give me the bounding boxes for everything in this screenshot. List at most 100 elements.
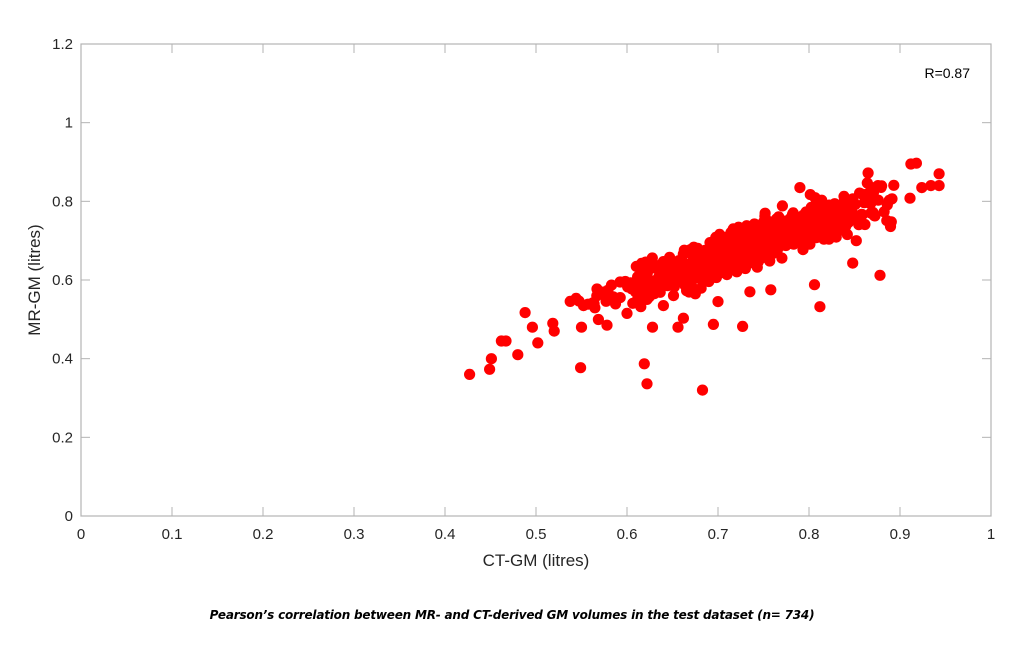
data-point bbox=[582, 298, 594, 310]
x-tick-label: 0 bbox=[77, 526, 85, 543]
x-tick-label: 0.7 bbox=[708, 526, 729, 543]
x-tick-label: 0.9 bbox=[890, 526, 911, 543]
data-point bbox=[605, 279, 618, 291]
data-point bbox=[689, 288, 701, 300]
data-point bbox=[712, 296, 724, 308]
data-point bbox=[640, 256, 652, 268]
data-point bbox=[792, 211, 804, 224]
data-point bbox=[677, 312, 690, 324]
data-point bbox=[925, 180, 937, 192]
data-point bbox=[526, 321, 539, 333]
data-point bbox=[614, 276, 626, 288]
data-point bbox=[794, 182, 806, 194]
data-point bbox=[532, 337, 544, 349]
data-point bbox=[769, 244, 781, 256]
data-point bbox=[854, 187, 866, 199]
data-point bbox=[648, 288, 661, 300]
data-point bbox=[859, 218, 871, 231]
data-point bbox=[838, 190, 850, 202]
figure-caption: Pearson’s correlation between MR- and CT… bbox=[209, 608, 815, 622]
data-point bbox=[843, 205, 855, 217]
data-point bbox=[519, 307, 531, 319]
data-point bbox=[872, 194, 884, 206]
x-tick-label: 0.1 bbox=[162, 526, 183, 543]
data-point bbox=[841, 228, 853, 241]
data-point bbox=[770, 216, 782, 228]
data-point bbox=[614, 292, 626, 304]
data-point bbox=[793, 235, 805, 247]
data-point bbox=[861, 177, 873, 189]
data-point bbox=[656, 267, 668, 279]
data-point bbox=[696, 384, 709, 396]
data-point bbox=[621, 307, 633, 319]
x-tick-label: 0.6 bbox=[617, 526, 638, 543]
data-point bbox=[881, 215, 893, 227]
data-point bbox=[779, 238, 791, 250]
x-tick-label: 0.8 bbox=[799, 526, 820, 543]
data-point bbox=[638, 358, 650, 370]
x-axis-title: CT-GM (litres) bbox=[483, 551, 590, 570]
data-point bbox=[858, 197, 870, 209]
data-point bbox=[599, 289, 612, 301]
data-point bbox=[825, 210, 838, 222]
data-point bbox=[778, 224, 790, 236]
data-point bbox=[641, 378, 653, 390]
data-point bbox=[708, 270, 720, 282]
x-tick-label: 1 bbox=[987, 526, 995, 543]
data-point bbox=[804, 228, 816, 240]
data-point bbox=[667, 290, 680, 302]
data-point bbox=[776, 200, 789, 212]
data-point bbox=[847, 257, 859, 269]
data-point bbox=[630, 260, 642, 272]
data-point bbox=[575, 362, 587, 374]
data-point bbox=[814, 218, 826, 230]
y-tick-label: 1 bbox=[65, 115, 73, 132]
data-point bbox=[548, 325, 560, 337]
data-point bbox=[814, 301, 826, 313]
data-point bbox=[933, 180, 945, 192]
data-point bbox=[874, 269, 886, 281]
data-point bbox=[726, 241, 738, 253]
x-tick-label: 0.5 bbox=[526, 526, 547, 543]
data-point bbox=[888, 179, 900, 191]
data-point bbox=[673, 274, 685, 286]
data-point bbox=[704, 252, 716, 264]
y-tick-label: 0.2 bbox=[52, 429, 73, 446]
data-point bbox=[575, 321, 588, 333]
data-point bbox=[862, 167, 874, 179]
data-point bbox=[856, 209, 869, 221]
data-point bbox=[809, 192, 821, 204]
data-point bbox=[834, 211, 846, 223]
data-point bbox=[881, 199, 893, 211]
data-point bbox=[664, 251, 676, 263]
data-point bbox=[684, 244, 697, 256]
data-point bbox=[744, 286, 756, 298]
data-point bbox=[626, 281, 638, 293]
data-point bbox=[727, 223, 739, 235]
data-point bbox=[850, 235, 862, 247]
data-point bbox=[601, 319, 613, 331]
data-point bbox=[759, 236, 772, 248]
y-axis-title: MR-GM (litres) bbox=[25, 224, 44, 335]
data-point bbox=[933, 168, 945, 180]
data-point bbox=[721, 269, 733, 281]
data-point bbox=[635, 301, 647, 313]
x-tick-label: 0.2 bbox=[253, 526, 274, 543]
data-point bbox=[737, 232, 749, 244]
data-point bbox=[464, 368, 476, 380]
data-point bbox=[691, 265, 704, 277]
data-point bbox=[570, 292, 582, 304]
data-point bbox=[694, 248, 706, 260]
data-point bbox=[808, 279, 821, 291]
data-point bbox=[916, 182, 928, 194]
data-point bbox=[665, 261, 677, 273]
y-tick-label: 0 bbox=[65, 508, 73, 525]
data-point bbox=[765, 284, 777, 296]
data-point bbox=[592, 313, 605, 326]
data-point bbox=[737, 320, 749, 332]
data-point bbox=[644, 277, 656, 289]
data-point bbox=[672, 321, 684, 333]
data-point bbox=[707, 318, 720, 330]
data-point bbox=[832, 222, 844, 234]
data-point bbox=[500, 335, 512, 347]
